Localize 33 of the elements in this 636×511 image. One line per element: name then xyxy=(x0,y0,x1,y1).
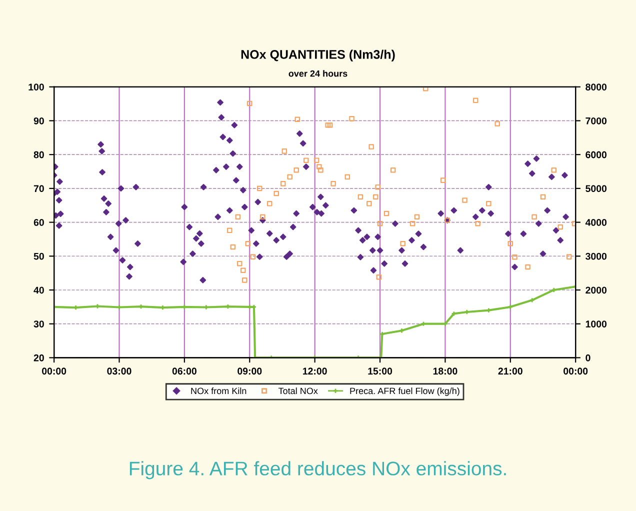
y-tick-label: 40 xyxy=(34,286,44,294)
x-tick-label: 03:00 xyxy=(107,368,132,375)
y2-tick-label: 8000 xyxy=(586,84,607,90)
x-tick-label: 09:00 xyxy=(238,368,262,375)
y2-tick-label: 6000 xyxy=(586,151,607,158)
y2-tick-label: 2000 xyxy=(586,286,607,294)
y2-tick-label: 0 xyxy=(586,354,590,362)
y-tick-label: 60 xyxy=(34,219,44,226)
x-tick-label: 18:00 xyxy=(433,368,458,375)
y2-tick-label: 5000 xyxy=(586,185,607,192)
y-tick-label: 50 xyxy=(34,252,44,260)
y-tick-label: 20 xyxy=(34,354,44,362)
y-tick-label: 70 xyxy=(34,185,44,192)
caption: Figure 4. AFR feed reduces NOx emissions. xyxy=(130,461,506,480)
chart-subtitle: over 24 hours xyxy=(288,70,348,77)
y2-tick-label: 7000 xyxy=(586,117,607,124)
x-tick-label: 00:00 xyxy=(42,368,66,375)
y-tick-label: 30 xyxy=(34,320,44,328)
x-tick-label: 06:00 xyxy=(172,368,196,375)
chart-title: NOx QUANTITIES (Nm3/h) xyxy=(241,50,395,62)
x-tick-label: 00:00 xyxy=(564,368,588,375)
y2-tick-label: 3000 xyxy=(586,252,607,260)
x-tick-label: 15:00 xyxy=(368,368,392,375)
y-tick-label: 90 xyxy=(34,117,44,124)
y-tick-label: 80 xyxy=(34,151,44,158)
legend-label: Preca. AFR fuel Flow (kg/h) xyxy=(350,387,460,396)
y-tick-label: 100 xyxy=(28,84,44,90)
legend-label: Total NOx xyxy=(278,387,318,394)
legend-label: NOx from Kiln xyxy=(191,387,246,394)
y2-tick-label: 1000 xyxy=(586,320,607,328)
x-tick-label: 21:00 xyxy=(498,368,522,375)
x-tick-label: 12:00 xyxy=(303,368,327,375)
y2-tick-label: 4000 xyxy=(585,219,607,226)
